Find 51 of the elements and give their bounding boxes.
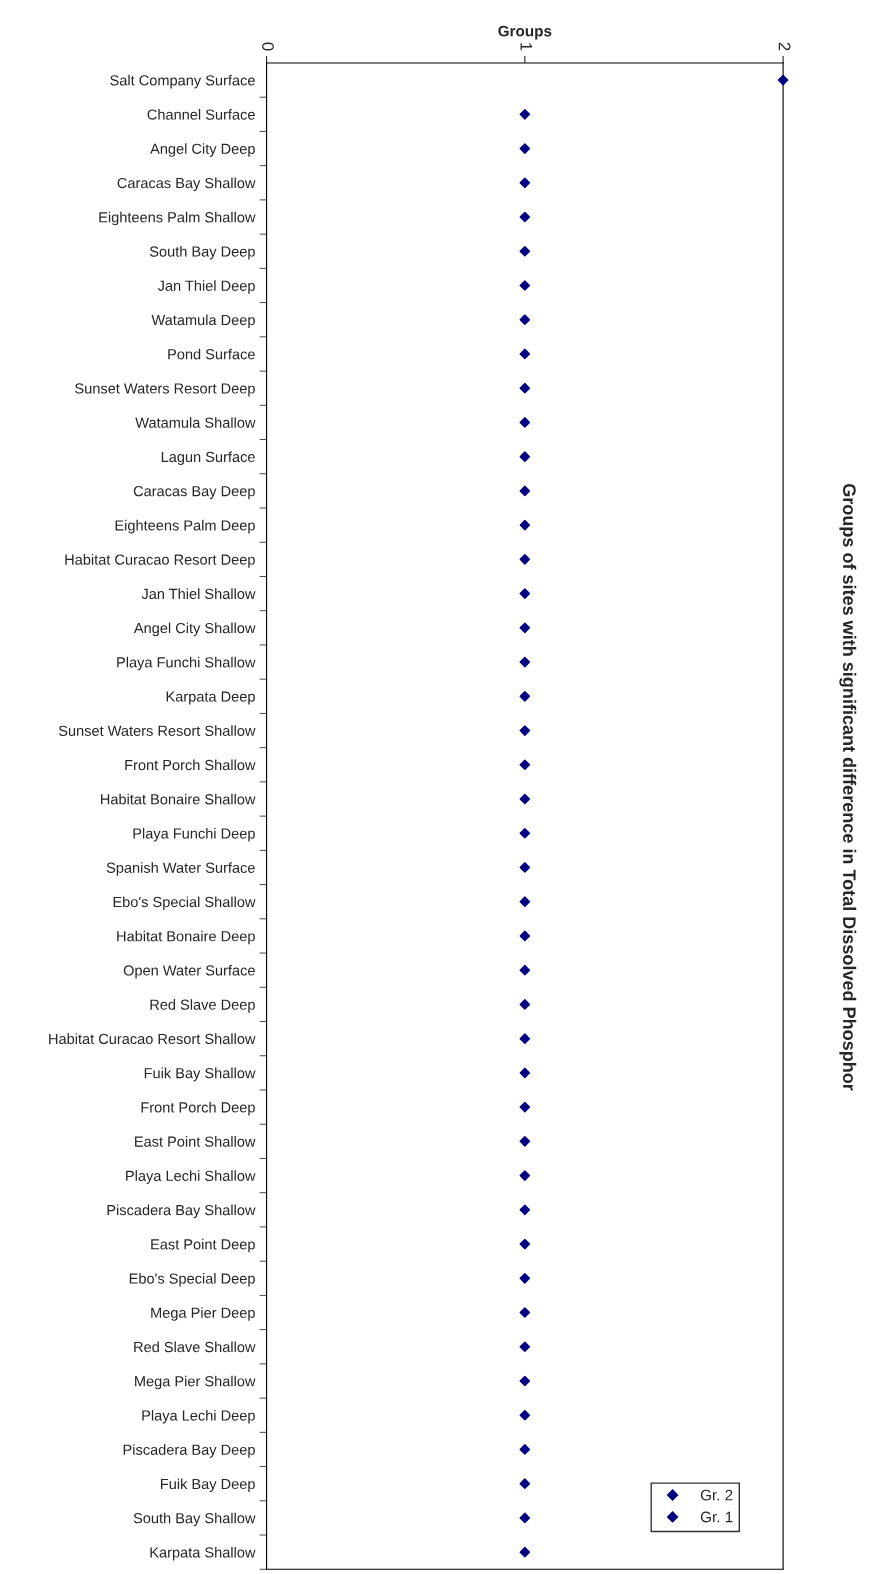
x-tick-label: 1 <box>520 43 532 51</box>
y-tick-label: Fuik Bay Shallow <box>144 1067 256 1082</box>
y-tick-label: Playa Lechi Deep <box>142 1409 255 1424</box>
y-tick-label: East Point Deep <box>151 1238 255 1253</box>
y-tick-label: Angel City Shallow <box>133 622 256 637</box>
text: Groups of sites with significant difference in Total Dissolved Phosphor <box>839 483 857 1091</box>
y-tick-label: Pond Surface <box>168 348 255 360</box>
y-tick-label: Habitat Curacao Resort Shallow <box>49 1033 256 1045</box>
y-tick-label: Piscadera Bay Shallow <box>107 1204 256 1219</box>
y-tick-label: Piscadera Bay Deep <box>123 1444 255 1458</box>
y-tick-label: East Point Shallow <box>135 1136 256 1147</box>
legend-label: Gr. 2 <box>700 1489 733 1501</box>
y-tick-label: Red Slave Deep <box>150 999 255 1013</box>
y-tick-label: Spanish Water Surface <box>106 862 255 876</box>
x-tick-label: 0 <box>262 42 274 51</box>
y-tick-label: Habitat Bonaire Shallow <box>101 793 256 805</box>
y-tick-label: Jan Thiel Deep <box>157 280 255 294</box>
y-tick-label: Playa Funchi Deep <box>133 827 255 842</box>
y-tick-label: Caracas Bay Deep <box>133 485 255 500</box>
y-tick-label: Habitat Curacao Resort Deep <box>65 554 255 568</box>
y-tick-label: Eighteens Palm Shallow <box>99 211 256 226</box>
y-tick-label: Lagun Surface <box>161 451 255 465</box>
y-tick-label: South Bay Shallow <box>133 1512 256 1527</box>
y-tick-label: Playa Lechi Shallow <box>126 1170 256 1184</box>
y-tick-label: South Bay Deep <box>149 245 255 260</box>
y-tick-label: Karpata Shallow <box>150 1546 256 1561</box>
x-tick-label: 2 <box>778 42 791 51</box>
y-tick-label: Karpata Deep <box>166 691 255 705</box>
y-tick-label: Channel Surface <box>147 109 255 120</box>
y-tick-label: Caracas Bay Shallow <box>117 177 256 192</box>
y-tick-label: Watamula Deep <box>151 314 255 329</box>
y-tick-label: Watamula Shallow <box>135 417 256 428</box>
y-tick-label: Front Porch Deep <box>141 1101 255 1116</box>
y-tick-label: Sunset Waters Resort Shallow <box>58 725 256 736</box>
y-tick-label: Mega Pier Shallow <box>135 1375 256 1390</box>
y-tick-label: Playa Funchi Shallow <box>117 656 256 671</box>
y-tick-label: Habitat Bonaire Deep <box>117 930 255 945</box>
y-tick-label: Open Water Surface <box>123 964 255 979</box>
y-tick-label: Red Slave Shallow <box>134 1341 256 1353</box>
legend-label: Gr. 1 <box>700 1511 733 1523</box>
y-tick-label: Sunset Waters Resort Deep <box>75 383 255 397</box>
y-tick-label: Ebo's Special Deep <box>129 1273 255 1287</box>
y-tick-label: Salt Company Surface <box>110 74 255 89</box>
y-tick-label: Mega Pier Deep <box>151 1307 255 1321</box>
y-tick-label: Eighteens Palm Deep <box>115 519 255 534</box>
x-axis-title: Groups <box>498 25 552 40</box>
y-tick-label: Ebo's Special Shallow <box>113 896 256 911</box>
y-tick-label: Jan Thiel Shallow <box>141 588 256 600</box>
y-tick-label: Angel City Deep <box>150 143 255 157</box>
y-tick-label: Fuik Bay Deep <box>161 1478 255 1492</box>
y-tick-label: Front Porch Shallow <box>125 759 256 771</box>
